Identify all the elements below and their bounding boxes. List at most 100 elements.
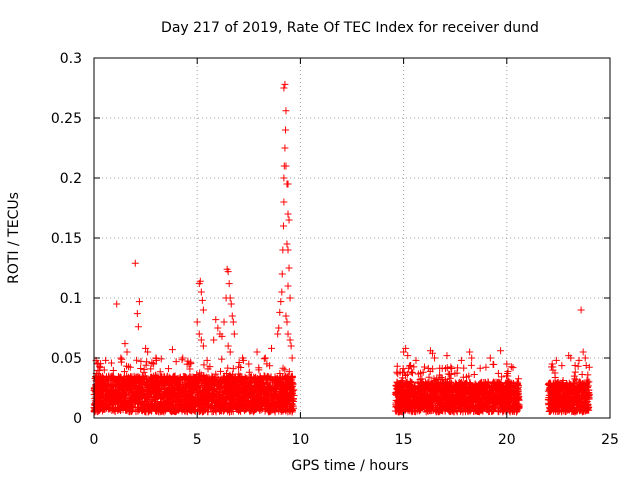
data-point xyxy=(199,342,207,350)
data-point xyxy=(286,385,294,393)
data-point xyxy=(137,365,145,373)
data-point xyxy=(571,362,579,370)
data-point xyxy=(511,390,519,398)
data-point xyxy=(140,375,148,383)
data-point xyxy=(174,374,182,382)
data-point xyxy=(195,408,203,416)
data-point xyxy=(394,370,402,378)
data-point xyxy=(438,387,446,395)
y-tick-label: 0.25 xyxy=(51,111,82,127)
data-point xyxy=(513,384,521,392)
data-point xyxy=(107,359,115,367)
data-point xyxy=(468,382,476,390)
data-point xyxy=(510,389,518,397)
data-point xyxy=(160,384,168,392)
data-point xyxy=(476,364,484,372)
data-point xyxy=(265,382,273,390)
data-point xyxy=(470,371,478,379)
data-point xyxy=(464,403,472,411)
data-point xyxy=(428,380,436,388)
data-point xyxy=(461,388,469,396)
data-point xyxy=(144,379,152,387)
data-point xyxy=(582,361,590,369)
data-point xyxy=(150,360,158,368)
data-point xyxy=(113,376,121,384)
data-point xyxy=(393,384,401,392)
data-point xyxy=(250,407,258,415)
x-tick-label: 25 xyxy=(601,432,619,448)
data-point xyxy=(233,403,241,411)
data-point xyxy=(153,407,161,415)
data-point xyxy=(99,399,107,407)
data-point xyxy=(266,392,274,400)
data-point xyxy=(288,379,296,387)
data-point xyxy=(279,222,287,230)
data-point xyxy=(148,378,156,386)
data-point xyxy=(227,399,235,407)
data-point xyxy=(185,400,193,408)
data-point xyxy=(497,390,505,398)
data-point xyxy=(194,372,202,380)
data-point xyxy=(255,364,263,372)
data-point xyxy=(448,365,456,373)
data-point xyxy=(234,399,242,407)
data-point xyxy=(229,392,237,400)
y-tick-label: 0 xyxy=(73,411,82,427)
data-point xyxy=(191,405,199,413)
data-point xyxy=(275,324,283,332)
data-point xyxy=(99,384,107,392)
data-point xyxy=(441,380,449,388)
data-point xyxy=(411,399,419,407)
data-point xyxy=(445,394,453,402)
data-point xyxy=(425,373,433,381)
data-point xyxy=(133,373,141,381)
data-point xyxy=(200,388,208,396)
data-point xyxy=(475,398,483,406)
data-point xyxy=(396,381,404,389)
data-point xyxy=(469,398,477,406)
data-point xyxy=(405,362,413,370)
data-point xyxy=(551,374,559,382)
x-tick-label: 5 xyxy=(193,432,202,448)
data-point xyxy=(119,402,127,410)
x-tick-label: 20 xyxy=(498,432,516,448)
data-point xyxy=(172,358,180,366)
data-point xyxy=(281,80,289,88)
data-point xyxy=(245,360,253,368)
data-point xyxy=(105,396,113,404)
data-point xyxy=(393,386,401,394)
data-point xyxy=(473,407,481,415)
data-point xyxy=(504,401,512,409)
data-point xyxy=(284,408,292,416)
data-point xyxy=(118,398,126,406)
data-point xyxy=(286,336,294,344)
data-point xyxy=(246,404,254,412)
data-point xyxy=(513,378,521,386)
data-point xyxy=(106,405,114,413)
data-point xyxy=(486,396,494,404)
data-point xyxy=(277,392,285,400)
data-point xyxy=(430,397,438,405)
data-point xyxy=(452,394,460,402)
data-point xyxy=(111,377,119,385)
data-point xyxy=(103,377,111,385)
data-point xyxy=(286,294,294,302)
data-point xyxy=(220,318,228,326)
data-point xyxy=(281,144,289,152)
data-point xyxy=(267,397,275,405)
data-point xyxy=(268,344,276,352)
data-point xyxy=(391,407,399,415)
data-point xyxy=(265,373,273,381)
data-point xyxy=(211,379,219,387)
data-point xyxy=(149,382,157,390)
y-tick-label: 0.3 xyxy=(60,51,82,67)
data-point xyxy=(127,389,135,397)
data-point xyxy=(449,406,457,414)
data-point xyxy=(176,386,184,394)
data-point xyxy=(192,376,200,384)
data-point xyxy=(258,385,266,393)
data-point xyxy=(117,383,125,391)
data-point xyxy=(187,378,195,386)
data-point xyxy=(284,180,292,188)
